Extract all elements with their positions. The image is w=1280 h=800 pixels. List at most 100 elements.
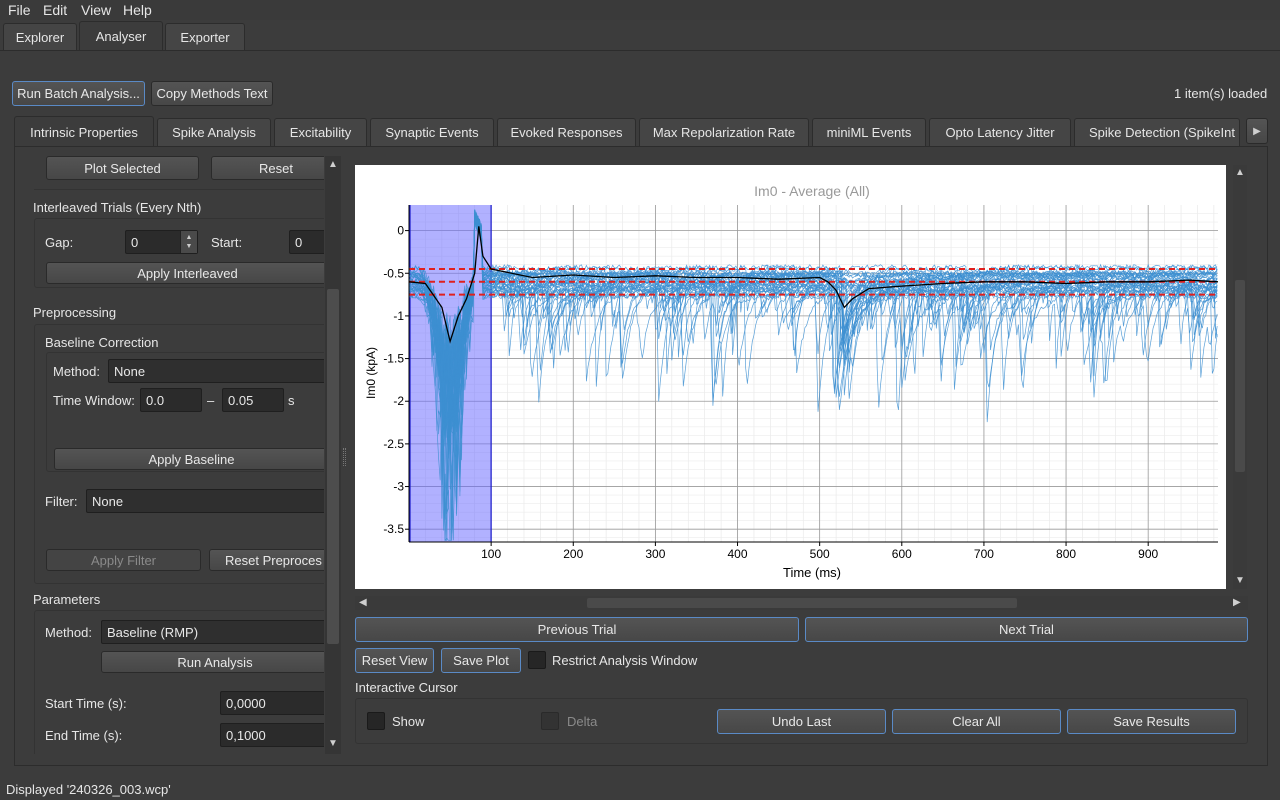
show-cursor-checkbox[interactable] <box>367 712 385 730</box>
x-tick-label: 200 <box>563 547 583 561</box>
tick-labels: 100 200 300 400 500 600 700 800 900 0 -0.5 -1 -1.5 -2… <box>383 224 1158 561</box>
menu-help[interactable]: Help <box>123 2 152 18</box>
save-plot-button[interactable]: Save Plot <box>441 648 521 673</box>
tabs-scroll-right-button[interactable]: ▶ <box>1246 118 1268 144</box>
trace-line <box>408 214 1218 542</box>
menu-view[interactable]: View <box>81 2 112 18</box>
start-label: Start: <box>211 235 243 250</box>
scroll-left-icon: ◀ <box>359 597 367 608</box>
y-tick-label: -3 <box>393 480 404 494</box>
status-text: Displayed '240326_003.wcp' <box>6 782 171 797</box>
plot-vertical-scrollbar[interactable]: ▲ ▼ <box>1233 165 1247 589</box>
apply-filter-button[interactable]: Apply Filter <box>46 549 201 571</box>
tab-explorer[interactable]: Explorer <box>3 23 77 50</box>
trace-line <box>408 213 1218 422</box>
x-tick-label: 300 <box>645 547 665 561</box>
baseline-correction-title: Baseline Correction <box>45 335 159 350</box>
apply-interleaved-button[interactable]: Apply Interleaved <box>46 262 324 284</box>
restrict-analysis-window-checkbox[interactable] <box>528 651 546 669</box>
tab-exporter[interactable]: Exporter <box>165 23 245 50</box>
menu-file[interactable]: File <box>8 2 31 18</box>
y-tick-label: -1.5 <box>383 352 404 366</box>
trace-line <box>408 217 1218 541</box>
scrollbar-thumb[interactable] <box>1235 280 1245 472</box>
trace-line <box>408 213 1218 541</box>
plot-horizontal-scrollbar[interactable]: ◀ ▶ <box>355 596 1248 610</box>
copy-methods-text-button[interactable]: Copy Methods Text <box>151 81 273 106</box>
plot-canvas[interactable]: Im0 - Average (All) 100 200 300 400 500 600 70… <box>355 165 1226 589</box>
tab-opto-latency-jitter[interactable]: Opto Latency Jitter <box>929 118 1071 146</box>
next-trial-button[interactable]: Next Trial <box>805 617 1248 642</box>
baseline-method-label: Method: <box>53 364 100 379</box>
scrollbar-thumb[interactable] <box>587 598 1017 608</box>
filter-label: Filter: <box>45 494 78 509</box>
gap-stepper[interactable]: ▲ ▼ <box>180 231 197 253</box>
tab-spike-analysis[interactable]: Spike Analysis <box>157 118 271 146</box>
tab-intrinsic-properties[interactable]: Intrinsic Properties <box>14 116 154 147</box>
tab-spike-detection[interactable]: Spike Detection (SpikeInt <box>1074 118 1240 146</box>
scrollbar-thumb[interactable] <box>327 289 339 644</box>
trace-line <box>408 212 1218 541</box>
splitter-handle[interactable] <box>343 448 346 466</box>
left-panel-scrollbar[interactable]: ▲ ▼ <box>325 156 341 754</box>
reset-preprocessing-button[interactable]: Reset Preproces <box>209 549 324 571</box>
menu-bar: File Edit View Help <box>0 0 1280 20</box>
baseline-method-select[interactable]: None <box>108 359 324 383</box>
tab-miniml-events[interactable]: miniML Events <box>812 118 926 146</box>
param-method-select[interactable]: Baseline (RMP) <box>101 620 324 644</box>
apply-baseline-button[interactable]: Apply Baseline <box>54 448 324 470</box>
x-tick-label: 800 <box>1056 547 1076 561</box>
delta-checkbox[interactable] <box>541 712 559 730</box>
parameters-group <box>34 610 324 754</box>
start-time-value: 0,0000 <box>226 695 266 711</box>
start-spinbox[interactable]: 0 <box>289 230 324 254</box>
param-method-label: Method: <box>45 625 92 640</box>
trace-line <box>408 216 1218 541</box>
time-window-start-input[interactable]: 0.0 <box>140 388 202 412</box>
y-tick-label: -2.5 <box>383 437 404 451</box>
menu-edit[interactable]: Edit <box>43 2 68 18</box>
plot-selected-button[interactable]: Plot Selected <box>46 156 199 180</box>
scroll-down-icon: ▼ <box>328 738 338 749</box>
time-window-unit: s <box>288 393 295 408</box>
items-loaded-label: 1 item(s) loaded <box>1174 86 1268 101</box>
status-bar: Displayed '240326_003.wcp' <box>0 780 1280 800</box>
previous-trial-button[interactable]: Previous Trial <box>355 617 799 642</box>
tab-evoked-responses[interactable]: Evoked Responses <box>497 118 636 146</box>
filter-value: None <box>92 493 124 509</box>
filter-select[interactable]: None <box>86 489 324 513</box>
undo-last-button[interactable]: Undo Last <box>717 709 886 734</box>
start-value: 0 <box>295 234 303 250</box>
start-time-input[interactable]: 0,0000 <box>220 691 324 715</box>
tab-excitability[interactable]: Excitability <box>274 118 367 146</box>
restrict-analysis-window-label: Restrict Analysis Window <box>552 653 698 668</box>
tab-synaptic-events[interactable]: Synaptic Events <box>370 118 494 146</box>
preprocessing-title: Preprocessing <box>33 305 117 320</box>
time-window-end-input[interactable]: 0.05 <box>222 388 284 412</box>
x-axis-label: Time (ms) <box>783 565 841 580</box>
end-time-input[interactable]: 0,1000 <box>220 723 324 747</box>
x-tick-label: 100 <box>481 547 501 561</box>
tab-analyser[interactable]: Analyser <box>79 21 163 51</box>
left-settings-panel: Plot Selected Reset Interleaved Trials (… <box>24 156 324 754</box>
trace-line <box>408 210 1218 436</box>
y-tick-label: 0 <box>397 224 404 238</box>
run-analysis-button[interactable]: Run Analysis <box>101 651 324 673</box>
y-tick-label: -2 <box>393 394 404 408</box>
param-method-value: Baseline (RMP) <box>107 624 199 640</box>
divider <box>34 189 324 190</box>
threshold-lines[interactable] <box>409 267 1218 296</box>
tab-max-repolarization-rate[interactable]: Max Repolarization Rate <box>639 118 809 146</box>
reset-button[interactable]: Reset <box>211 156 324 180</box>
run-batch-analysis-button[interactable]: Run Batch Analysis... <box>12 81 145 106</box>
preprocessing-group <box>34 324 324 584</box>
gap-label: Gap: <box>45 235 74 250</box>
chevron-right-icon: ▶ <box>1253 125 1261 137</box>
chevron-down-icon: ▼ <box>185 243 193 250</box>
time-window-label: Time Window: <box>53 393 135 408</box>
y-tick-label: -3.5 <box>383 522 404 536</box>
plot-title: Im0 - Average (All) <box>754 183 870 199</box>
reset-view-button[interactable]: Reset View <box>355 648 434 673</box>
save-results-button[interactable]: Save Results <box>1067 709 1236 734</box>
clear-all-button[interactable]: Clear All <box>892 709 1061 734</box>
